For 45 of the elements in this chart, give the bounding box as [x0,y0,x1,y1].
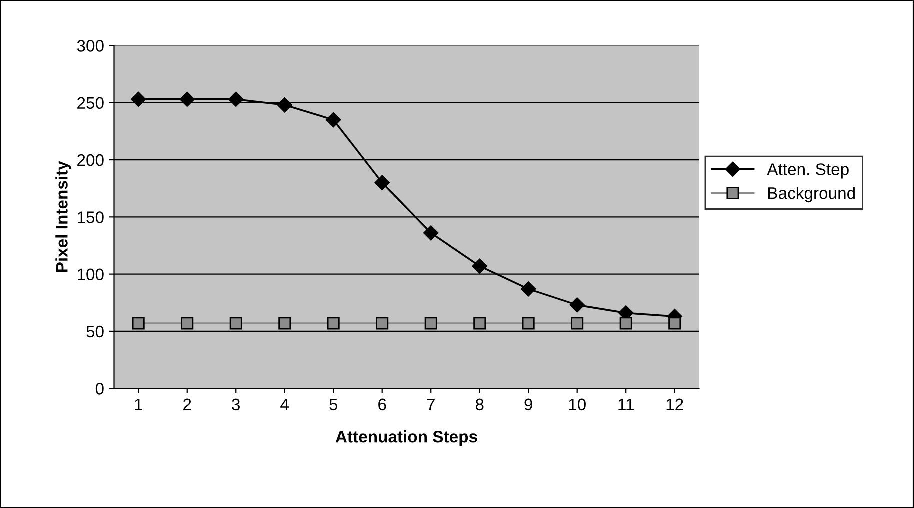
y-tick-label: 300 [77,40,104,52]
point [181,317,194,330]
point [570,298,585,313]
legend-label: Background [768,187,856,203]
x-tick-label: 8 [476,398,484,411]
point [278,317,292,330]
point [327,317,340,330]
x-tick-label: 1 [135,398,142,410]
point [132,317,145,330]
y-tick-label: 250 [78,97,104,110]
point [376,317,389,330]
point [230,317,242,330]
point [131,92,146,108]
y-tick-label: 100 [78,268,104,281]
x-tick-label: 3 [232,398,240,411]
x-tick-label: 2 [184,398,192,410]
x-tick-label: 10 [569,398,586,411]
x-tick-label: 4 [280,398,290,410]
point [180,92,195,108]
point [472,258,488,274]
point [424,317,438,330]
y-tick-label: 200 [78,154,104,166]
x-axis-title: Attenuation Steps [336,430,478,446]
x-tick-label: 9 [524,398,532,411]
point [521,282,536,297]
x-tick-label: 6 [378,398,386,411]
point [424,226,439,241]
point [571,317,584,330]
point [277,98,292,113]
x-tick-label: 11 [618,398,634,410]
legend-label: Atten. Step [767,164,849,179]
point [522,317,535,330]
point [474,317,486,330]
y-tick-label: 150 [78,212,104,224]
y-tick-label: 50 [86,326,104,338]
y-tick-label: 0 [96,383,104,395]
x-tick-label: 12 [666,398,684,410]
point [228,92,244,108]
point [668,317,682,330]
point [620,317,632,330]
x-tick-label: 7 [427,398,435,410]
point [374,175,390,190]
x-tick-label: 5 [330,398,338,411]
point [326,112,342,128]
y-axis-title: Pixel Intensity [56,161,72,272]
